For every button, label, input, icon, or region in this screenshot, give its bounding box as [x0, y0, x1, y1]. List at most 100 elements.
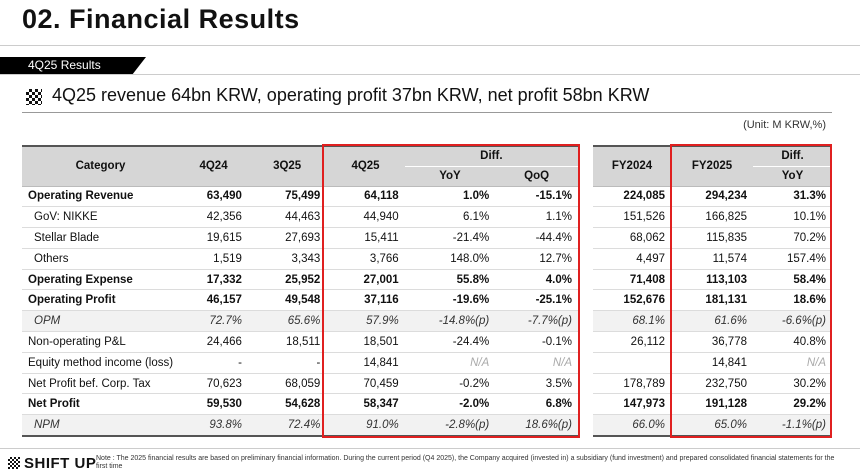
cell-4q24: 42,356: [179, 206, 248, 229]
table-row: Operating Expense 17,332 25,952 27,001 5…: [22, 269, 578, 291]
cell-4q24: 93.8%: [179, 414, 248, 437]
cell-4q24: 70,623: [179, 373, 248, 395]
header-4q25: 4Q25: [326, 146, 405, 187]
cell-3q25: 72.4%: [247, 414, 327, 437]
cell-fy-yoy: 30.2%: [753, 373, 832, 395]
table-row: GoV: NIKKE 42,356 44,463 44,940 6.1% 1.1…: [22, 206, 578, 229]
cell-qoq: 12.7%: [495, 248, 578, 270]
table-row: 68.1% 61.6% -6.6%(p): [593, 310, 832, 333]
table-row: Operating Revenue 63,490 75,499 64,118 1…: [22, 186, 578, 208]
row-label: Stellar Blade: [22, 227, 180, 249]
cell-3q25: 65.6%: [247, 310, 327, 333]
table-row: Net Profit bef. Corp. Tax 70,623 68,059 …: [22, 373, 578, 395]
cell-fy2024: [593, 352, 671, 374]
cell-fy2024: 147,973: [593, 393, 671, 416]
table-row: 151,526 166,825 10.1%: [593, 206, 832, 229]
cell-qoq: -25.1%: [495, 289, 578, 312]
cell-4q25: 64,118: [326, 186, 405, 208]
row-label: Non-operating P&L: [22, 331, 180, 353]
table-row: 14,841 N/A: [593, 352, 832, 374]
row-label: Others: [22, 248, 180, 270]
cell-fy-yoy: 58.4%: [753, 269, 832, 291]
cell-4q25: 15,411: [326, 227, 405, 249]
cell-fy-yoy: 70.2%: [753, 227, 832, 249]
unit-note: (Unit: M KRW,%): [743, 119, 826, 131]
cell-3q25: 68,059: [247, 373, 327, 395]
cell-yoy: -2.0%: [404, 393, 496, 416]
cell-fy-yoy: 40.8%: [753, 331, 832, 353]
table-row: 66.0% 65.0% -1.1%(p): [593, 414, 832, 437]
cell-3q25: 18,511: [247, 331, 327, 353]
header-yoy: YoY: [404, 166, 496, 187]
quarterly-results-table: Category 4Q24 3Q25 4Q25 Diff. YoY QoQ Op…: [22, 145, 578, 437]
cell-fy2025: 294,234: [671, 186, 753, 208]
cell-yoy: -14.8%(p): [404, 310, 496, 333]
row-label: Operating Expense: [22, 269, 180, 291]
cell-fy2025: 61.6%: [671, 310, 753, 333]
cell-4q24: 63,490: [179, 186, 248, 208]
cell-yoy: -0.2%: [404, 373, 496, 395]
cell-fy-yoy: 157.4%: [753, 248, 832, 270]
cell-fy2025: 166,825: [671, 206, 753, 229]
cell-fy2025: 181,131: [671, 289, 753, 312]
cell-fy2025: 36,778: [671, 331, 753, 353]
cell-4q24: 1,519: [179, 248, 248, 270]
cell-fy2024: 71,408: [593, 269, 671, 291]
cell-fy-yoy: 29.2%: [753, 393, 832, 416]
cell-fy2024: 26,112: [593, 331, 671, 353]
cell-yoy: -24.4%: [404, 331, 496, 353]
cell-qoq: -0.1%: [495, 331, 578, 353]
row-label: Net Profit bef. Corp. Tax: [22, 373, 180, 395]
cell-yoy: 1.0%: [404, 186, 496, 208]
cell-3q25: 44,463: [247, 206, 327, 229]
footer-divider: [0, 448, 860, 449]
section-divider: [0, 74, 860, 75]
table-row: Equity method income (loss) - - 14,841 N…: [22, 352, 578, 374]
page-title: 02. Financial Results: [22, 4, 300, 34]
cell-fy2024: 224,085: [593, 186, 671, 208]
cell-qoq: 18.6%(p): [495, 414, 578, 437]
cell-3q25: 25,952: [247, 269, 327, 291]
cell-fy2024: 4,497: [593, 248, 671, 270]
cell-fy2024: 178,789: [593, 373, 671, 395]
cell-4q24: 46,157: [179, 289, 248, 312]
cell-fy2025: 191,128: [671, 393, 753, 416]
logo-mark-icon: [8, 457, 20, 469]
row-label: Operating Revenue: [22, 186, 180, 208]
cell-4q25: 27,001: [326, 269, 405, 291]
cell-4q24: 19,615: [179, 227, 248, 249]
cell-qoq: N/A: [495, 352, 578, 374]
cell-fy2024: 68.1%: [593, 310, 671, 333]
header-fy2025: FY2025: [671, 146, 753, 187]
cell-4q24: 59,530: [179, 393, 248, 416]
cell-4q24: 17,332: [179, 269, 248, 291]
cell-qoq: 3.5%: [495, 373, 578, 395]
row-label: OPM: [22, 310, 180, 333]
cell-4q25: 14,841: [326, 352, 405, 374]
cell-fy-yoy: 10.1%: [753, 206, 832, 229]
table-row: NPM 93.8% 72.4% 91.0% -2.8%(p) 18.6%(p): [22, 414, 578, 437]
cell-3q25: 49,548: [247, 289, 327, 312]
cell-fy2024: 68,062: [593, 227, 671, 249]
table-row: Others 1,519 3,343 3,766 148.0% 12.7%: [22, 248, 578, 270]
table-row: 68,062 115,835 70.2%: [593, 227, 832, 249]
header-qoq: QoQ: [495, 166, 578, 187]
row-label: Net Profit: [22, 393, 180, 416]
cell-3q25: -: [247, 352, 327, 374]
cell-yoy: 55.8%: [404, 269, 496, 291]
footnote: Note : The 2025 financial results are ba…: [96, 455, 835, 470]
logo-text: SHIFT UP: [24, 455, 97, 472]
cell-yoy: -21.4%: [404, 227, 496, 249]
cell-qoq: -15.1%: [495, 186, 578, 208]
row-label: Equity method income (loss): [22, 352, 180, 374]
cell-3q25: 54,628: [247, 393, 327, 416]
cell-4q25: 58,347: [326, 393, 405, 416]
cell-fy2025: 65.0%: [671, 414, 753, 437]
header-fy-diff: Diff.: [753, 146, 832, 167]
row-label: Operating Profit: [22, 289, 180, 312]
cell-4q25: 91.0%: [326, 414, 405, 437]
cell-fy2025: 113,103: [671, 269, 753, 291]
cell-fy-yoy: -1.1%(p): [753, 414, 832, 437]
section-tab-label: 4Q25 Results: [28, 58, 101, 72]
checkered-flag-icon: [26, 89, 42, 105]
